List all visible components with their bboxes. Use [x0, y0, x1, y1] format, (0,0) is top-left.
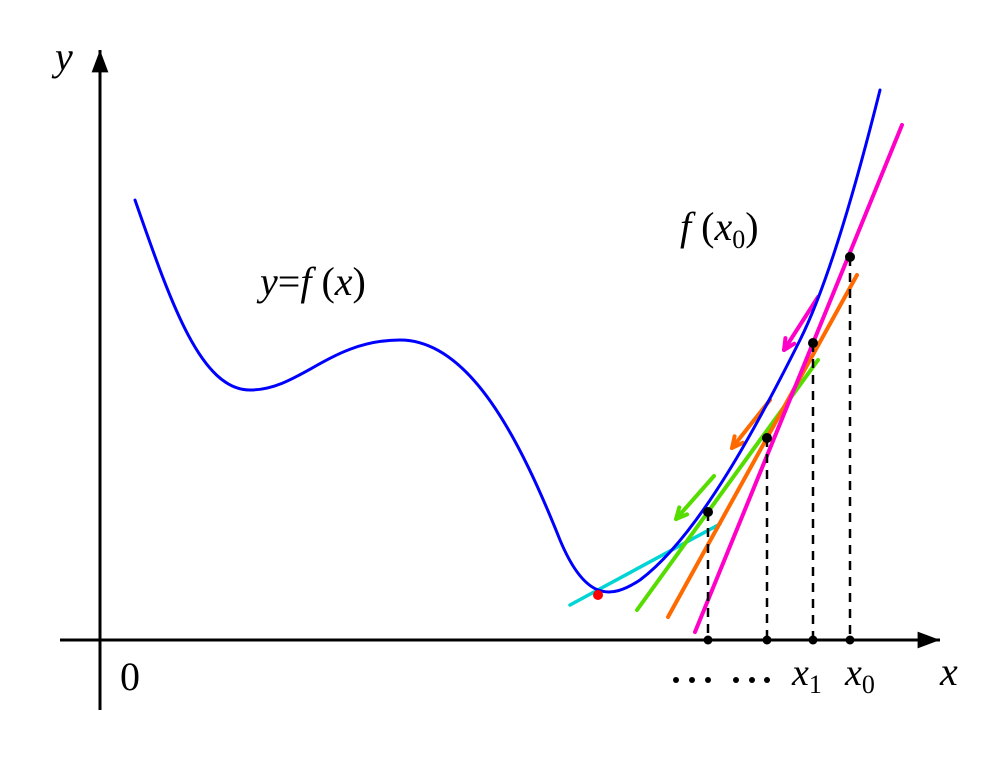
- f-x0-label: f (x0): [680, 204, 759, 254]
- origin-label: 0: [120, 654, 140, 699]
- minimum-point: [593, 590, 603, 600]
- curve-point-p1: [808, 338, 818, 348]
- x-axis-label: x: [939, 649, 958, 694]
- curve-point-p3: [703, 507, 713, 517]
- curve-label: y=f (x): [256, 259, 366, 304]
- y-axis-label: y: [51, 34, 73, 79]
- newton-method-diagram: yx0y=f (x)f (x0)x1x0: [0, 0, 989, 773]
- curve-point-p2: [762, 433, 772, 443]
- curve-point-p0: [845, 252, 855, 262]
